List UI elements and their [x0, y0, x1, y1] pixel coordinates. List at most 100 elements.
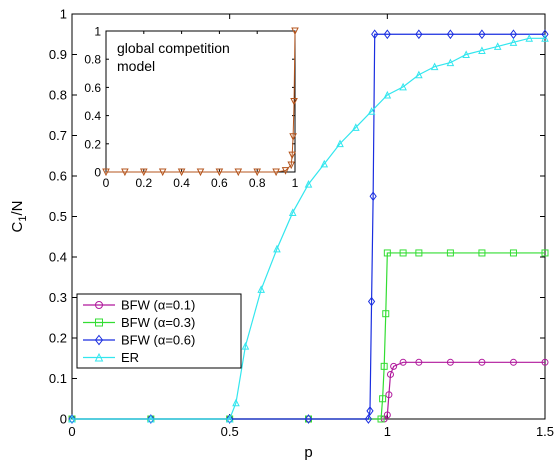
main-series-point [226, 414, 234, 424]
main-series-point [383, 411, 391, 419]
main-y-tick-label: 0.3 [49, 290, 67, 305]
main-series-point [541, 249, 549, 257]
main-y-tick-label: 0.1 [49, 371, 67, 386]
main-x-tick-label: 1.5 [536, 424, 554, 439]
main-series-point [462, 50, 470, 58]
main-series-point [493, 42, 502, 50]
main-series-point [304, 414, 313, 424]
main-series-point [446, 29, 455, 40]
legend-swatch-marker [95, 318, 103, 327]
inset-plot-frame [105, 30, 296, 173]
y-axis-label-tail: /N [9, 201, 26, 216]
main-series-point [541, 358, 549, 366]
inset-y-tick-label: 0.2 [84, 137, 101, 151]
main-series-point [399, 82, 407, 91]
inset-x-tick-label: 0.2 [135, 176, 152, 190]
main-series-point [383, 29, 391, 40]
inset-series-point [253, 168, 262, 177]
inset-x-tick-label: 0.4 [173, 176, 190, 190]
inset-series-point [291, 27, 299, 36]
legend-swatch-marker [95, 301, 103, 309]
main-series-line [72, 37, 545, 420]
main-y-tick-label: 0.6 [49, 169, 67, 184]
main-series-point [147, 414, 155, 424]
main-series-point [304, 179, 313, 188]
inset-series-point [281, 167, 290, 175]
main-series-point [257, 285, 266, 293]
main-series-point [399, 249, 407, 257]
main-y-tick-label: 0.5 [49, 209, 67, 224]
inset-x-tick-label: 1 [292, 176, 299, 190]
main-series-point [241, 341, 250, 350]
main-y-tick-label: 0.9 [49, 47, 67, 62]
inset-y-tick-label: 1 [94, 25, 101, 39]
main-series-point [541, 34, 549, 42]
inset-series-point [196, 168, 205, 177]
main-series-point [351, 123, 360, 131]
legend: BFW (α=0.1) BFW (α=0.3) BFW (α=0.6) ER [76, 293, 242, 369]
main-y-tick-label: 0.7 [49, 128, 67, 143]
main-ticks: 0 0.5 1 1.5 0 0.1 0.2 0.3 0.4 0.5 0.6 0.7 0.8 0.9 1 [49, 7, 554, 440]
main-series-point [415, 358, 423, 366]
inset-x-tick-label: 0.6 [211, 176, 228, 190]
inset-series-point [288, 151, 296, 160]
main-series-point [320, 159, 329, 168]
legend-item: BFW (α=0.3) [83, 315, 195, 330]
main-series-point [509, 358, 517, 366]
legend-label: ER [121, 350, 139, 365]
main-x-tick-label: 0.5 [221, 424, 239, 439]
main-series-point [68, 414, 76, 423]
main-series-point [364, 414, 373, 424]
main-y-tick-label: 1 [60, 7, 67, 22]
main-series-point [369, 191, 377, 202]
y-axis-label-subscript: 1 [17, 216, 29, 222]
main-series-point [415, 70, 423, 79]
inset-series-point [139, 168, 148, 177]
legend-item: BFW (α=0.1) [83, 298, 195, 313]
main-series-2 [68, 29, 549, 424]
inset-series-point [289, 133, 297, 141]
main-series-point [367, 296, 376, 307]
inset-title-line-2: model [117, 58, 155, 74]
main-series-point [390, 362, 398, 370]
inset-series-point [234, 168, 243, 177]
inset-plot: 0 0.2 0.4 0.6 0.8 1 0 0.2 0.4 0.6 0.8 1 global comp… [84, 25, 299, 190]
main-series-point [383, 90, 392, 99]
main-series-point [509, 249, 517, 257]
y-axis-label: C1/N [9, 201, 29, 233]
legend-swatch-marker [94, 334, 104, 346]
main-series-point [366, 406, 374, 416]
main-series-point [430, 62, 439, 71]
inset-series-point [290, 98, 298, 106]
main-series-point [478, 46, 486, 54]
legend-swatch-marker [94, 352, 104, 362]
inset-series-point [177, 168, 186, 177]
main-series-point [446, 358, 454, 366]
inset-y-tick-label: 0.8 [84, 53, 101, 67]
main-series-point [371, 29, 379, 40]
inset-series-point [102, 168, 110, 177]
main-series-point [225, 414, 234, 423]
main-series-line [72, 33, 545, 420]
main-series-point [367, 107, 376, 115]
inset-title-line-1: global competition [117, 40, 230, 56]
legend-label: BFW (α=0.6) [121, 333, 195, 348]
main-x-tick-label: 0 [68, 424, 75, 439]
y-axis-label-main: C [9, 221, 26, 232]
legend-label: BFW (α=0.1) [121, 298, 195, 313]
inset-series-point [287, 161, 296, 170]
main-series-point [478, 29, 486, 40]
main-series-point [399, 358, 407, 366]
main-series-point [446, 249, 454, 257]
main-series-point [415, 29, 423, 40]
inset-series [102, 27, 299, 177]
main-y-tick-label: 0.8 [49, 88, 67, 103]
inset-series-point [121, 168, 129, 177]
legend-box [76, 293, 242, 369]
inset-y-tick-label: 0.6 [84, 81, 101, 95]
main-series-point [509, 38, 518, 46]
legend-label: BFW (α=0.3) [121, 315, 195, 330]
main-series-point [273, 244, 281, 253]
inset-x-tick-label: 0.8 [249, 176, 266, 190]
main-plot: 0 0.5 1 1.500.10.20.30.40.50.60.70.80.91 p … [9, 7, 554, 462]
